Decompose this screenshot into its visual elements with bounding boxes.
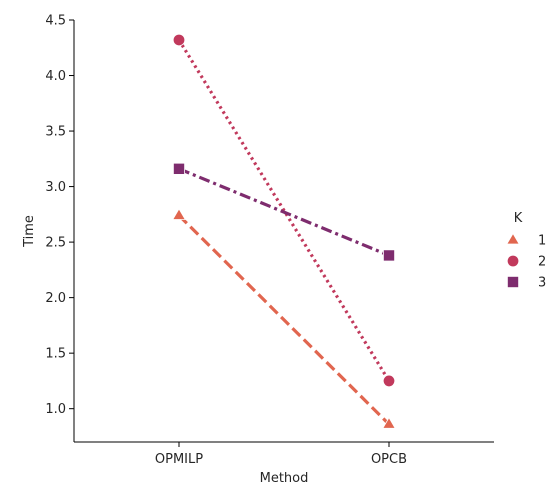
data-point-k3	[382, 249, 395, 262]
legend-label-k3: 3	[538, 276, 546, 291]
legend-marker-k1	[506, 232, 520, 245]
x-tick-label: OPMILP	[155, 452, 203, 467]
y-axis-label: Time	[22, 215, 37, 248]
legend-label-k1: 1	[538, 234, 546, 249]
x-tick-label: OPCB	[371, 452, 407, 467]
x-ticks: OPMILP OPCB	[155, 442, 407, 467]
y-tick-label: 3.5	[45, 125, 66, 140]
x-axis-label: Method	[260, 471, 309, 486]
y-tick-label: 2.0	[45, 291, 66, 306]
y-ticks: 1.0 1.5 2.0 2.5 3.0 3.5 4.0 4.5	[45, 14, 74, 417]
y-tick-label: 4.0	[45, 69, 66, 84]
y-tick-label: 2.5	[45, 236, 66, 251]
data-point-k1	[382, 416, 396, 429]
y-tick-label: 3.0	[45, 180, 66, 195]
data-point-k2	[172, 33, 186, 47]
data-point-k3	[172, 162, 185, 175]
legend-title: K	[514, 211, 523, 226]
series-lines	[177, 39, 391, 426]
legend-marker-k2	[506, 254, 520, 268]
series-markers	[172, 33, 396, 429]
legend-label-k2: 2	[538, 255, 546, 270]
series-line-k1	[177, 214, 391, 426]
legend: K 1 2 3	[506, 211, 546, 291]
axes	[73, 20, 494, 443]
data-point-k1	[172, 208, 186, 220]
series-line-k3	[178, 167, 390, 257]
y-tick-label: 1.0	[45, 402, 66, 417]
data-point-k2	[382, 374, 396, 388]
legend-marker-k3	[506, 275, 519, 288]
y-tick-label: 4.5	[45, 14, 66, 29]
y-tick-label: 1.5	[45, 347, 66, 362]
